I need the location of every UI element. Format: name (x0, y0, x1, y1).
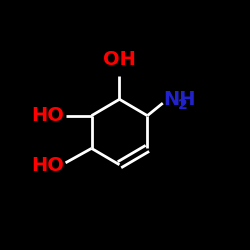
Text: HO: HO (32, 156, 64, 175)
Text: OH: OH (103, 50, 136, 70)
Text: NH: NH (164, 90, 196, 109)
Text: HO: HO (32, 106, 64, 125)
Text: 2: 2 (178, 98, 188, 112)
